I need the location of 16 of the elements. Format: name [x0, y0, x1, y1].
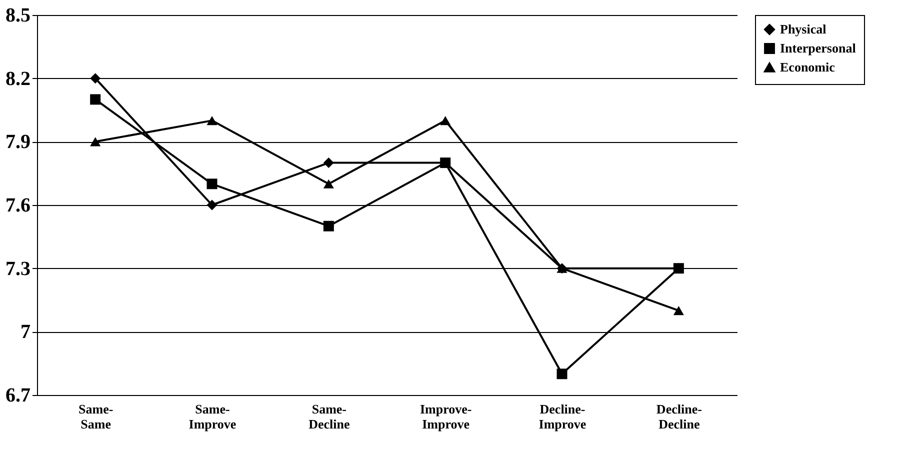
y-tick-label: 7.3: [6, 258, 30, 280]
y-tick-label: 8.2: [6, 68, 30, 90]
legend-label: Economic: [780, 60, 836, 74]
y-tick-label: 7.9: [6, 131, 30, 154]
y-tick-label: 7.6: [6, 194, 30, 216]
y-tick-label: 7: [20, 321, 30, 344]
x-tick-label: Same-Same: [78, 402, 114, 432]
y-tick-label: 6.7: [6, 384, 30, 406]
legend-label: Physical: [780, 22, 827, 36]
x-tick-label: Improve-Improve: [420, 402, 472, 432]
x-tick-label: Same-Improve: [188, 402, 236, 432]
legend-label: Interpersonal: [780, 40, 856, 56]
x-tick-label: Decline-Improve: [538, 402, 586, 432]
x-tick-label: Decline-Decline: [656, 402, 702, 432]
x-tick-label: Same-Decline: [308, 402, 350, 432]
y-tick-label: 8.5: [6, 4, 30, 26]
